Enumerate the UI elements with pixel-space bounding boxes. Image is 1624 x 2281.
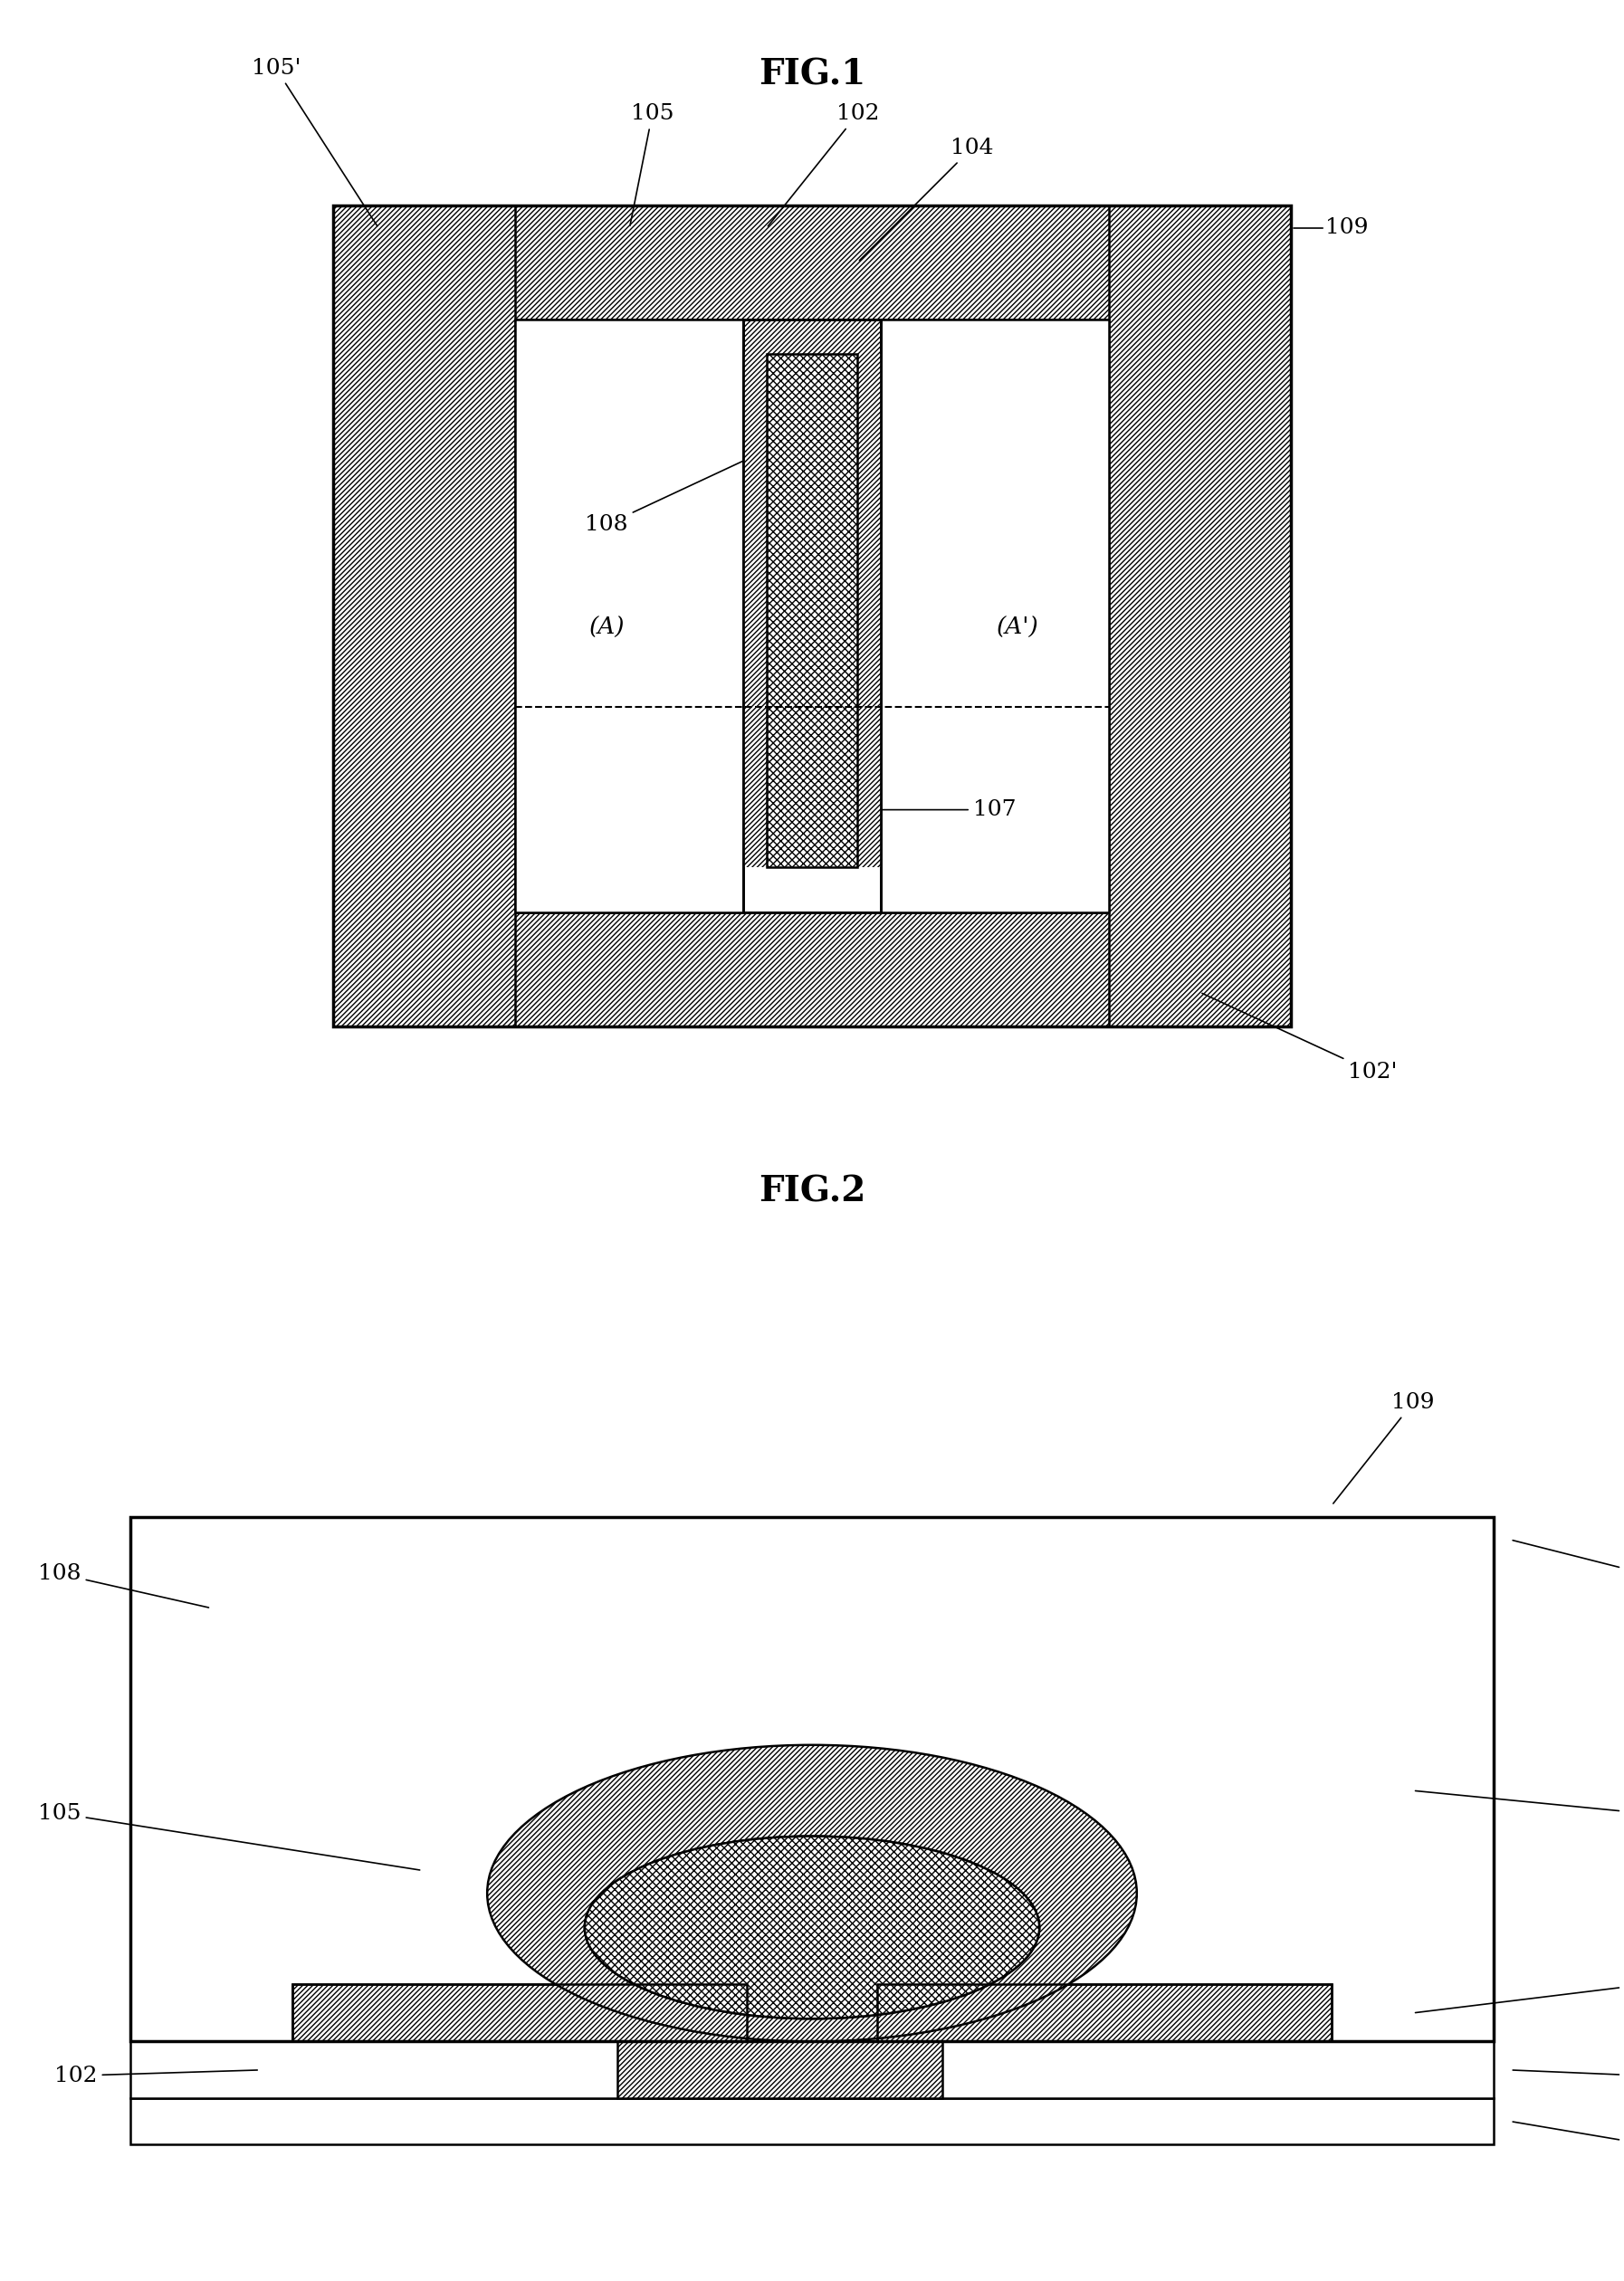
Bar xyxy=(333,912,1291,1026)
Text: 102: 102 xyxy=(768,103,879,226)
Text: 105': 105' xyxy=(252,57,377,226)
Text: 102': 102' xyxy=(1202,992,1397,1083)
Text: 102: 102 xyxy=(55,2064,257,2087)
Text: FIG.2: FIG.2 xyxy=(758,1175,866,1209)
Text: 109: 109 xyxy=(1333,1391,1434,1503)
Bar xyxy=(744,354,767,867)
Text: 108: 108 xyxy=(585,445,776,536)
Bar xyxy=(515,319,744,912)
Bar xyxy=(744,319,880,912)
Bar xyxy=(130,2099,1494,2144)
Bar xyxy=(877,1984,1332,2041)
Bar xyxy=(744,319,880,525)
Ellipse shape xyxy=(585,1836,1039,2019)
Text: 109: 109 xyxy=(1325,217,1369,240)
Bar xyxy=(333,205,1291,319)
Bar xyxy=(857,354,880,867)
Bar xyxy=(617,2041,942,2099)
Bar xyxy=(130,2041,1494,2099)
Bar xyxy=(333,205,1291,1026)
Ellipse shape xyxy=(487,1745,1137,2041)
Bar xyxy=(292,1984,747,2041)
Text: 101: 101 xyxy=(1514,2121,1624,2156)
Bar xyxy=(1109,205,1291,1026)
Text: 107: 107 xyxy=(1514,1540,1624,1585)
Bar xyxy=(130,1517,1494,2041)
Ellipse shape xyxy=(585,1836,1039,2019)
Text: 108: 108 xyxy=(39,1562,208,1608)
Text: 104: 104 xyxy=(859,137,994,260)
Bar xyxy=(292,1984,747,2041)
Text: 103: 103 xyxy=(1514,2064,1624,2087)
Bar xyxy=(130,1517,1494,2041)
Text: (A'): (A') xyxy=(996,616,1038,639)
Bar xyxy=(877,1984,1332,2041)
Text: FIG.1: FIG.1 xyxy=(758,57,866,91)
Text: 106: 106 xyxy=(1416,1791,1624,1825)
Text: 107: 107 xyxy=(861,798,1017,821)
Bar xyxy=(880,319,1109,912)
Text: 105: 105 xyxy=(630,103,674,226)
Text: 104: 104 xyxy=(1416,1973,1624,2012)
Text: (A): (A) xyxy=(590,616,625,639)
Bar xyxy=(767,354,857,867)
Text: 105: 105 xyxy=(39,1802,419,1870)
Bar xyxy=(333,205,515,1026)
